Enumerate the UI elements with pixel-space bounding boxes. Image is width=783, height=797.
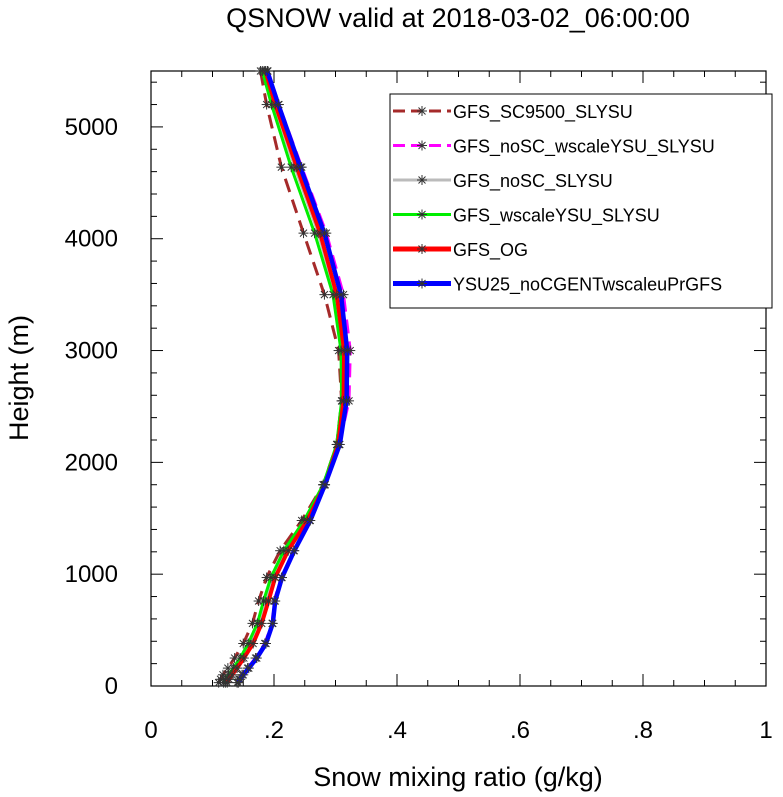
legend-item: GFS_wscaleYSU_SLYSU <box>393 206 660 227</box>
legend-marker <box>417 175 427 185</box>
x-tick-label: .2 <box>264 717 284 744</box>
data-point <box>319 289 330 300</box>
data-point <box>267 618 278 629</box>
y-tick-label: 2000 <box>65 449 118 476</box>
legend-items: GFS_SC9500_SLYSU GFS_noSC_wscaleYSU_SLYSU… <box>393 102 722 296</box>
y-axis-label: Height (m) <box>4 315 34 441</box>
chart-title: QSNOW valid at 2018-03-02_06:00:00 <box>226 3 690 33</box>
y-tick-label: 4000 <box>65 226 118 253</box>
x-tick-label: 1 <box>759 717 772 744</box>
data-point <box>238 653 249 664</box>
legend-marker <box>417 278 427 289</box>
legend-item: GFS_noSC_SLYSU <box>393 171 613 192</box>
data-point <box>342 345 353 356</box>
data-point <box>243 663 254 674</box>
y-axis-tick-labels: 0 1000 2000 3000 4000 5000 <box>65 114 118 700</box>
data-point <box>319 228 330 239</box>
legend-item: GFS_SC9500_SLYSU <box>393 102 633 123</box>
data-point <box>238 669 249 680</box>
legend-marker <box>417 140 427 151</box>
data-point <box>341 395 352 406</box>
x-tick-label: .6 <box>510 717 530 744</box>
y-tick-label: 3000 <box>65 338 118 365</box>
series-GFS_noSC_SLYSU <box>220 66 348 688</box>
legend-label: GFS_OG <box>453 240 528 261</box>
data-point <box>298 228 309 239</box>
data-point <box>289 545 300 556</box>
data-point <box>235 674 246 685</box>
data-point <box>262 66 273 76</box>
data-point <box>295 162 306 173</box>
data-point <box>276 162 287 173</box>
series-GFS_OG <box>222 66 350 688</box>
series-line <box>224 70 345 684</box>
legend-item: YSU25_noCGENTwscaleuPrGFS <box>393 275 722 296</box>
data-point <box>232 663 243 674</box>
data-point <box>251 653 262 664</box>
x-tick-label: .8 <box>633 717 653 744</box>
series-layer <box>213 66 356 688</box>
data-point <box>261 638 272 649</box>
data-point <box>256 618 267 629</box>
x-axis-ticks <box>150 71 767 686</box>
data-point <box>286 162 297 173</box>
data-point <box>248 638 259 649</box>
legend-label: GFS_noSC_SLYSU <box>453 171 613 192</box>
data-point <box>270 596 281 607</box>
legend: GFS_SC9500_SLYSU GFS_noSC_wscaleYSU_SLYSU… <box>389 93 773 309</box>
data-point <box>224 674 235 685</box>
series-YSU25_noCGENTwscaleuPrGFS <box>233 66 353 688</box>
legend-marker <box>417 209 427 220</box>
legend-marker <box>417 244 427 254</box>
legend-label: GFS_SC9500_SLYSU <box>453 102 633 123</box>
legend-label: GFS_noSC_wscaleYSU_SLYSU <box>453 137 715 158</box>
legend-label: GFS_wscaleYSU_SLYSU <box>453 206 660 227</box>
legend-box <box>389 93 773 309</box>
series-line <box>225 70 347 684</box>
legend-marker <box>417 106 427 116</box>
x-tick-label: .4 <box>387 717 407 744</box>
legend-label: YSU25_noCGENTwscaleuPrGFS <box>453 275 722 296</box>
legend-item: GFS_OG <box>393 240 528 261</box>
x-tick-label: 0 <box>144 717 157 744</box>
data-point <box>273 99 284 110</box>
data-point <box>227 669 238 680</box>
y-tick-label: 1000 <box>65 561 118 588</box>
series-GFS_wscaleYSU_SLYSU <box>218 66 347 688</box>
data-point <box>336 289 347 300</box>
data-point <box>305 515 316 526</box>
data-point <box>320 479 331 490</box>
series-line <box>217 70 344 684</box>
data-point <box>334 439 345 450</box>
legend-item: GFS_noSC_wscaleYSU_SLYSU <box>393 137 715 158</box>
series-GFS_SC9500_SLYSU <box>213 66 347 688</box>
x-axis-tick-labels: 0 .2 .4 .6 .8 1 <box>144 717 772 744</box>
y-tick-label: 0 <box>105 673 118 700</box>
y-tick-label: 5000 <box>65 114 118 141</box>
plot-area: 0 .2 .4 .6 .8 1 0 1000 2000 3000 4000 5000 <box>65 66 773 744</box>
x-axis-label: Snow mixing ratio (g/kg) <box>313 762 603 792</box>
data-point <box>276 572 287 583</box>
series-line <box>222 70 344 684</box>
